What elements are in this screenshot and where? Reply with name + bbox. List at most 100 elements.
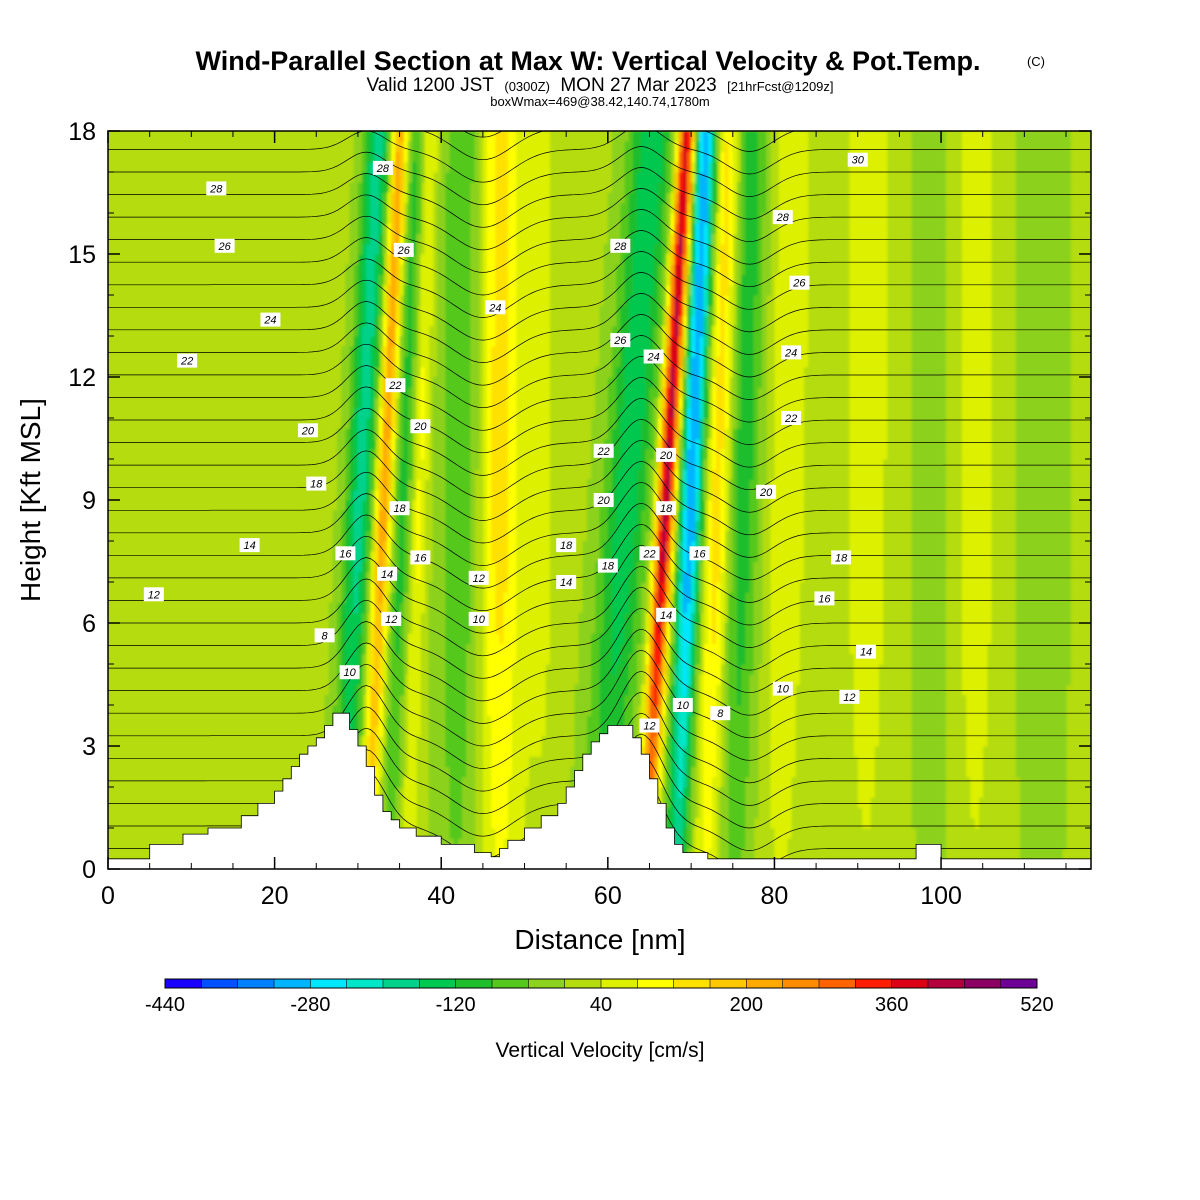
velocity-cell xyxy=(457,715,463,727)
velocity-cell xyxy=(599,469,605,481)
velocity-cell xyxy=(453,643,459,655)
velocity-cell xyxy=(445,500,451,511)
velocity-cell xyxy=(624,500,630,511)
velocity-cell xyxy=(595,684,601,696)
velocity-cell xyxy=(520,479,526,491)
velocity-cell xyxy=(482,141,488,153)
velocity-cell xyxy=(612,459,617,470)
velocity-cell xyxy=(612,541,617,552)
velocity-cell xyxy=(599,459,605,470)
velocity-cell xyxy=(441,694,446,706)
velocity-cell xyxy=(416,438,421,450)
velocity-cell xyxy=(678,582,684,593)
velocity-cell xyxy=(337,561,342,573)
velocity-cell xyxy=(470,274,476,286)
velocity-cell xyxy=(474,202,480,214)
velocity-cell xyxy=(607,305,613,317)
velocity-cell xyxy=(503,479,509,491)
velocity-cell xyxy=(382,387,388,399)
velocity-cell xyxy=(457,664,463,675)
velocity-cell xyxy=(424,387,430,399)
velocity-cell xyxy=(395,643,401,655)
velocity-cell xyxy=(382,151,388,163)
velocity-cell xyxy=(395,151,401,163)
velocity-cell xyxy=(624,325,630,337)
velocity-cell xyxy=(657,459,663,470)
velocity-cell xyxy=(507,397,513,409)
velocity-cell xyxy=(603,602,609,614)
velocity-cell xyxy=(641,746,646,757)
velocity-cell xyxy=(612,428,617,440)
velocity-cell xyxy=(495,141,501,153)
velocity-cell xyxy=(457,141,463,153)
velocity-cell xyxy=(366,705,371,716)
velocity-cell xyxy=(366,305,371,317)
velocity-cell xyxy=(537,633,542,645)
velocity-cell xyxy=(495,735,501,747)
velocity-cell xyxy=(403,366,409,378)
velocity-cell xyxy=(674,346,680,358)
velocity-cell xyxy=(432,377,438,388)
velocity-cell xyxy=(462,161,467,173)
velocity-cell xyxy=(545,592,551,604)
velocity-cell xyxy=(470,602,476,614)
velocity-cell xyxy=(499,254,505,265)
velocity-cell xyxy=(370,366,376,378)
velocity-cell xyxy=(399,715,405,727)
velocity-cell xyxy=(449,735,455,747)
velocity-cell xyxy=(495,264,501,276)
velocity-cell xyxy=(632,715,638,727)
velocity-cell xyxy=(653,705,659,716)
velocity-cell xyxy=(607,397,613,409)
velocity-cell xyxy=(503,295,509,306)
velocity-cell xyxy=(507,643,513,655)
velocity-cell xyxy=(495,438,501,450)
velocity-cell xyxy=(457,254,463,265)
velocity-cell xyxy=(470,254,476,265)
velocity-cell xyxy=(603,397,609,409)
velocity-cell xyxy=(524,715,530,727)
velocity-cell xyxy=(449,151,455,163)
velocity-cell xyxy=(470,551,476,563)
velocity-cell xyxy=(407,202,413,214)
velocity-cell xyxy=(420,397,426,409)
velocity-cell xyxy=(678,746,684,757)
velocity-cell xyxy=(412,295,417,306)
velocity-cell xyxy=(666,131,671,142)
velocity-cell xyxy=(366,387,371,399)
velocity-cell xyxy=(462,500,467,511)
velocity-cell xyxy=(541,428,546,440)
velocity-cell xyxy=(412,715,417,727)
velocity-cell xyxy=(374,356,380,368)
velocity-cell xyxy=(474,346,480,358)
velocity-cell xyxy=(470,787,476,798)
velocity-cell xyxy=(357,602,363,614)
velocity-cell xyxy=(682,131,688,142)
velocity-cell xyxy=(482,459,488,470)
velocity-cell xyxy=(457,407,463,419)
velocity-cell xyxy=(349,233,355,245)
velocity-cell xyxy=(587,674,592,686)
velocity-cell xyxy=(524,510,530,522)
velocity-cell xyxy=(395,797,401,809)
velocity-cell xyxy=(374,428,380,440)
velocity-cell xyxy=(378,295,384,306)
velocity-cell xyxy=(687,807,692,819)
velocity-cell xyxy=(649,397,655,409)
velocity-cell xyxy=(378,674,384,686)
velocity-cell xyxy=(445,366,451,378)
velocity-cell xyxy=(474,192,480,204)
velocity-cell xyxy=(357,438,363,450)
velocity-cell xyxy=(649,459,655,470)
velocity-cell xyxy=(520,735,526,747)
velocity-cell xyxy=(449,469,455,481)
velocity-cell xyxy=(328,653,334,665)
velocity-cell xyxy=(645,264,651,276)
velocity-cell xyxy=(432,407,438,419)
velocity-cell xyxy=(432,479,438,491)
velocity-cell xyxy=(420,592,426,604)
velocity-cell xyxy=(453,438,459,450)
velocity-cell xyxy=(437,817,442,829)
velocity-cell xyxy=(432,735,438,747)
velocity-cell xyxy=(387,366,392,378)
